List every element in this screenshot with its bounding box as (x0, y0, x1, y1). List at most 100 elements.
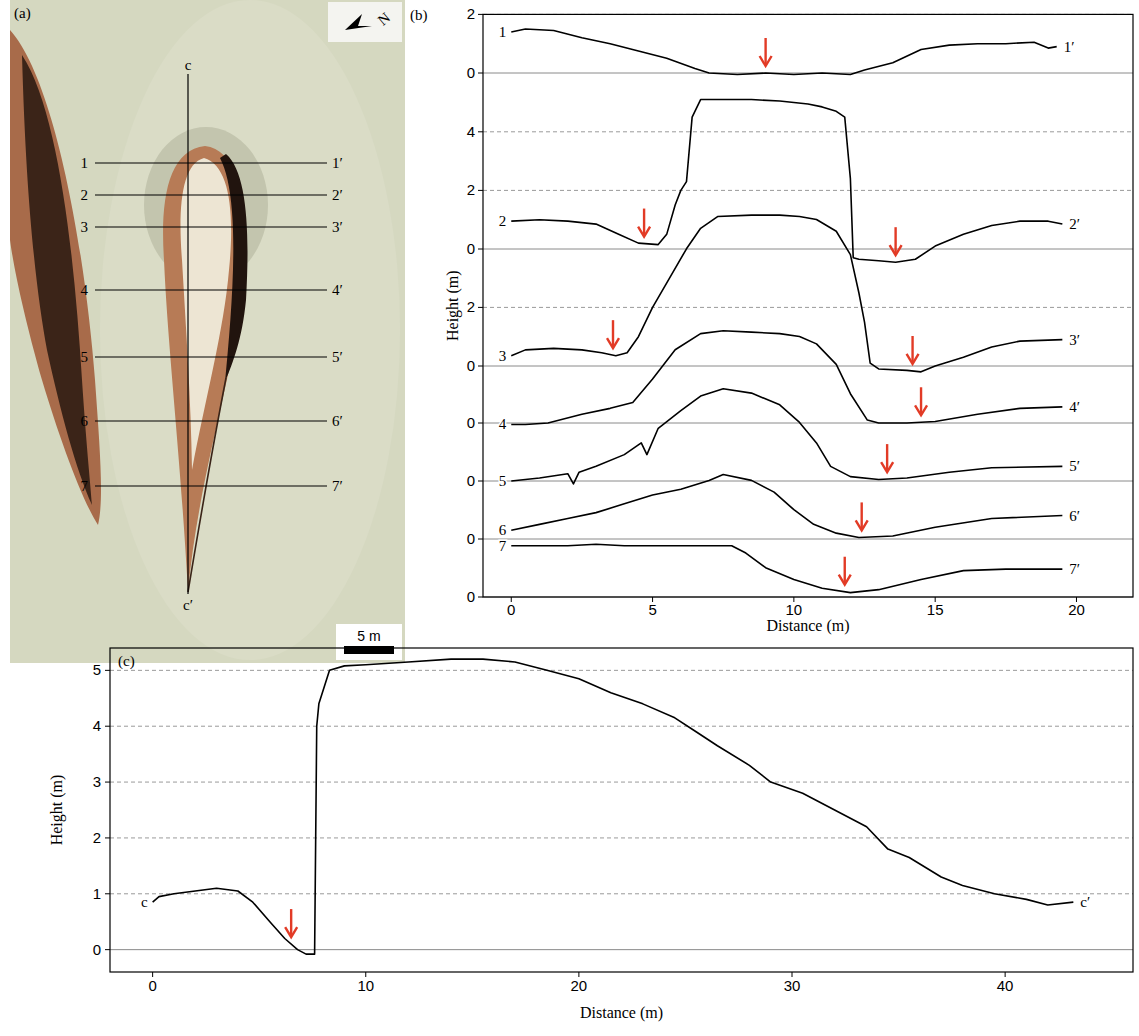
y-tick (478, 131, 483, 132)
grid-line (483, 481, 1133, 482)
section-end-label: 6′ (332, 413, 343, 429)
scale-label: 5 m (357, 628, 380, 644)
grid-line (483, 539, 1133, 540)
x-tick-label: 20 (571, 977, 588, 994)
arrow-head (285, 927, 297, 937)
profile-end-label: 6′ (1069, 508, 1080, 524)
arrow-head (839, 575, 851, 585)
section-end-label: 1′ (332, 155, 343, 171)
arrow-head (907, 354, 919, 364)
marker-arrow (881, 444, 893, 472)
plot-c (153, 659, 1074, 954)
arrow-shaft (894, 227, 896, 254)
labels-c: 012345010203040cc′ (93, 661, 1091, 994)
y-tick-label: 2 (467, 181, 475, 198)
section-end-label: 4′ (332, 282, 343, 298)
profile-start-label: 5 (499, 473, 507, 489)
grid-line (110, 782, 1133, 783)
y-tick (478, 597, 483, 598)
y-tick (478, 423, 483, 424)
y-tick-label: 0 (467, 472, 475, 489)
profile-end-label: 7′ (1069, 561, 1080, 577)
profile-end-label: 2′ (1069, 216, 1080, 232)
section-line (95, 485, 327, 486)
arrow-shaft (764, 38, 766, 65)
y-tick (478, 481, 483, 482)
x-tick-label: 40 (997, 977, 1014, 994)
grid-line (483, 307, 1133, 308)
x-axis-title: Distance (m) (580, 1004, 663, 1022)
marker-arrow (760, 38, 772, 66)
panel-a (10, 0, 405, 663)
section-end-label: 2′ (332, 187, 343, 203)
y-axis-title: Height (m) (48, 775, 66, 846)
y-tick (478, 307, 483, 308)
north-box (328, 2, 402, 42)
x-tick-label: 0 (507, 601, 515, 618)
ridge-shadow (22, 55, 92, 505)
y-tick (478, 14, 483, 15)
y-tick-label: 0 (93, 941, 101, 958)
marker-arrow (638, 209, 650, 237)
y-tick (478, 249, 483, 250)
profile-start-label: 4 (499, 416, 507, 432)
arrow-shaft (920, 387, 922, 414)
y-axis-title: Height (m) (444, 270, 462, 341)
arrow-head (638, 227, 650, 237)
marker-arrow (839, 557, 851, 585)
grid-line (110, 949, 1133, 950)
x-tick-label: 5 (648, 601, 656, 618)
scale-bar (344, 646, 394, 654)
y-tick (478, 73, 483, 74)
y-tick-label: 0 (467, 357, 475, 374)
grid-line (110, 893, 1133, 894)
y-tick (105, 837, 110, 838)
section-end-label: c′ (183, 597, 193, 613)
y-tick-label: 0 (467, 530, 475, 547)
profile-line (511, 544, 1062, 592)
grid-c (110, 670, 1133, 949)
yardang-tail (188, 378, 226, 592)
arrow-shaft (886, 444, 888, 471)
y-tick-label: 4 (93, 717, 101, 734)
y-tick-label: 2 (467, 5, 475, 22)
y-tick (478, 190, 483, 191)
section-line (95, 226, 327, 227)
profile-end-label: c′ (1080, 894, 1090, 910)
y-tick (105, 670, 110, 671)
section-line-long (187, 74, 188, 594)
section-line (95, 289, 327, 290)
y-tick (478, 539, 483, 540)
profile-start-label: 6 (499, 522, 507, 538)
ground (10, 0, 405, 663)
profile-line (511, 215, 1062, 372)
section-line (95, 356, 327, 357)
labels-b: 0211′02422′0233′044′055′066′077′05101520 (467, 5, 1085, 618)
arrow-head (890, 245, 902, 255)
section-start-label: c (185, 57, 192, 73)
x-tick-label: 0 (148, 977, 156, 994)
arrow-head (881, 462, 893, 472)
profile-end-label: 1′ (1064, 39, 1075, 55)
y-tick-label: 4 (467, 123, 475, 140)
marker-arrow (607, 320, 619, 348)
plot-b (511, 29, 1062, 593)
panel-label: (a) (14, 5, 31, 22)
profile-end-label: 4′ (1069, 399, 1080, 415)
section-line (95, 194, 327, 195)
y-tick (105, 782, 110, 783)
section-start-label: 4 (81, 282, 89, 298)
profile-line (511, 100, 1062, 263)
arrow-shaft (290, 909, 292, 936)
arrow-head (915, 405, 927, 415)
y-tick-label: 0 (467, 64, 475, 81)
section-end-label: 3′ (332, 219, 343, 235)
x-tick-label: 10 (357, 977, 374, 994)
marker-arrow (915, 387, 927, 415)
north-arrow (345, 14, 372, 30)
x-tick-label: 15 (927, 601, 944, 618)
y-tick-label: 1 (93, 885, 101, 902)
arrow-shaft (860, 502, 862, 529)
x-tick-label: 30 (784, 977, 801, 994)
section-start-label: 3 (81, 219, 89, 235)
